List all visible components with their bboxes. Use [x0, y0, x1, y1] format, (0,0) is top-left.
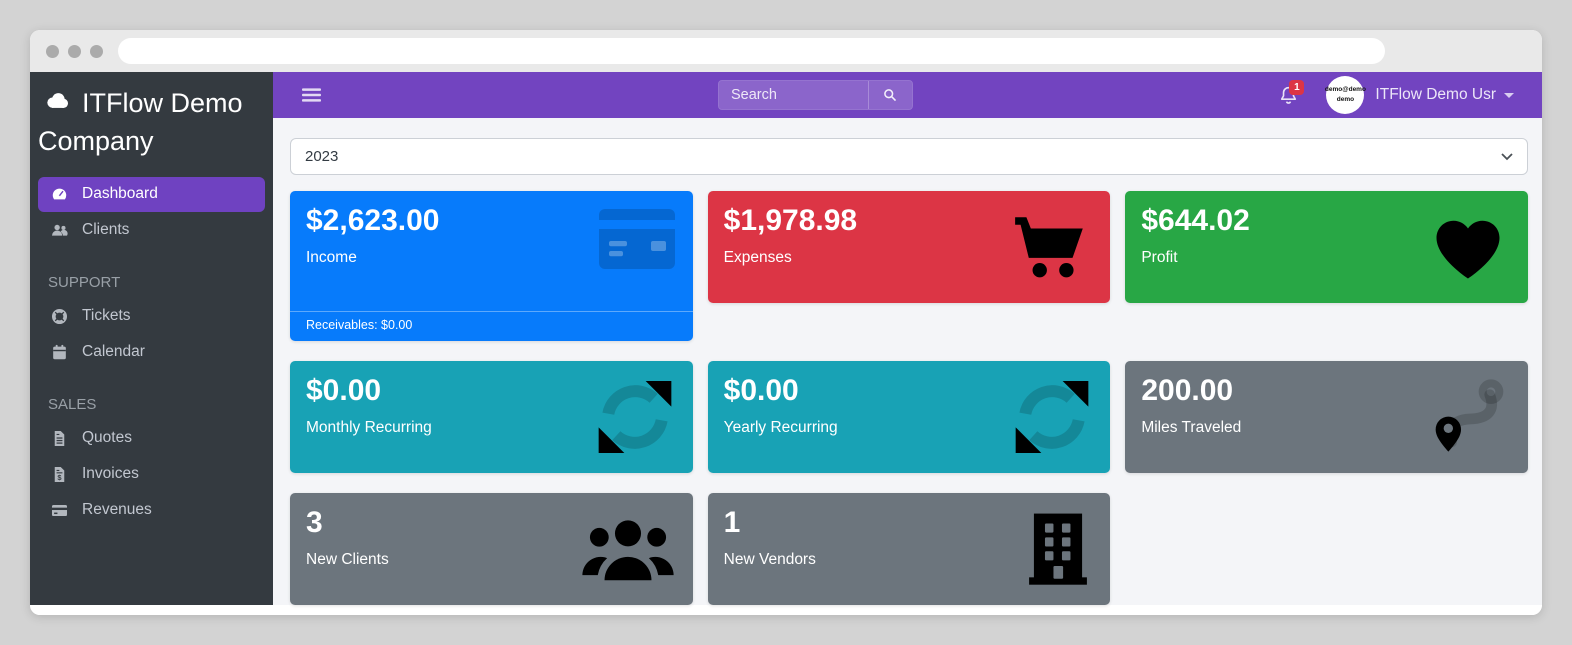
stat-cards-grid: $2,623.00 Income Receivables: $0.00 $1,9…	[290, 191, 1528, 605]
sidebar-item-label: Calendar	[82, 343, 145, 361]
year-select[interactable]: 2023	[290, 138, 1528, 175]
card-value: 1	[723, 506, 741, 539]
window-control-dot[interactable]	[90, 44, 103, 58]
calendar-icon	[48, 343, 70, 362]
heart-icon	[1426, 205, 1510, 289]
window-control-dot[interactable]	[46, 44, 59, 58]
card-label: Miles Traveled	[1141, 418, 1242, 436]
sidebar-section-sales: SALES	[48, 395, 97, 413]
shopping-cart-icon	[1010, 206, 1092, 288]
page-footer	[30, 605, 1542, 615]
brand-link[interactable]: ITFlow Demo Company	[30, 72, 273, 169]
sidebar-item-label: Tickets	[82, 307, 131, 325]
building-icon	[1024, 509, 1092, 589]
card-value: $2,623.00	[306, 204, 440, 237]
users-group-icon	[581, 513, 675, 586]
search-form	[718, 80, 913, 110]
user-menu[interactable]: demo@demo demo ITFlow Demo Usr	[1324, 76, 1514, 114]
expenses-card: $1,978.98 Expenses	[707, 191, 1111, 303]
sidebar-item-calendar[interactable]: Calendar	[38, 335, 265, 370]
profit-card: $644.02 Profit	[1125, 191, 1528, 303]
card-value: 3	[306, 506, 323, 539]
card-label: New Clients	[306, 550, 389, 568]
life-ring-icon	[48, 307, 70, 326]
window-controls	[30, 44, 103, 58]
card-label: Profit	[1141, 248, 1178, 266]
sidebar-item-invoices[interactable]: $ Invoices	[38, 457, 265, 492]
chevron-down-icon	[1501, 152, 1513, 160]
notification-badge: 1	[1289, 79, 1305, 95]
card-label: Expenses	[723, 248, 792, 266]
miles-traveled-card: 200.00 Miles Traveled	[1125, 361, 1528, 473]
card-label: Monthly Recurring	[306, 418, 432, 436]
search-icon	[884, 88, 897, 101]
sidebar-item-label: Quotes	[82, 429, 132, 447]
card-label: Income	[306, 248, 357, 266]
address-bar[interactable]	[118, 38, 1385, 64]
card-value: $644.02	[1141, 204, 1250, 237]
window-control-dot[interactable]	[68, 44, 81, 58]
credit-card-icon	[48, 501, 70, 520]
monthly-recurring-card: $0.00 Monthly Recurring	[290, 361, 693, 473]
sync-icon	[1012, 377, 1092, 457]
sidebar-item-dashboard[interactable]: Dashboard	[38, 176, 265, 212]
top-navbar: 1 demo@demo demo ITFlow Demo Usr	[273, 72, 1542, 118]
browser-chrome	[30, 30, 1542, 72]
user-name: ITFlow Demo Usr	[1375, 86, 1496, 103]
avatar-text: demo	[1336, 96, 1355, 103]
card-value: $0.00	[306, 374, 382, 407]
card-label: Yearly Recurring	[723, 418, 838, 436]
sidebar-item-label: Dashboard	[82, 185, 158, 203]
users-icon	[48, 221, 70, 240]
hamburger-menu-button[interactable]	[302, 88, 321, 102]
browser-window: ITFlow Demo Company Dashboard Clients SU…	[30, 30, 1542, 615]
sidebar-nav: Dashboard Clients SUPPORT Tickets	[30, 169, 273, 528]
yearly-recurring-card: $0.00 Yearly Recurring	[707, 361, 1111, 473]
file-invoice-icon	[48, 429, 70, 448]
card-footer: Receivables: $0.00	[290, 311, 693, 341]
dashboard-content: 2023 $2,623.00 Income Receivables: $0.00…	[273, 118, 1542, 605]
credit-card-icon	[598, 209, 675, 269]
cloud-icon	[47, 93, 69, 109]
tachometer-icon	[48, 185, 70, 204]
sidebar-section-support: SUPPORT	[48, 273, 121, 291]
sync-icon	[595, 377, 675, 457]
notifications-button[interactable]: 1	[1278, 79, 1305, 106]
new-vendors-card: 1 New Vendors	[707, 493, 1111, 605]
route-icon	[1430, 377, 1510, 457]
hamburger-icon	[302, 88, 321, 102]
card-value: $1,978.98	[723, 204, 858, 237]
search-button[interactable]	[868, 81, 912, 109]
sidebar: ITFlow Demo Company Dashboard Clients SU…	[30, 72, 273, 605]
sidebar-item-quotes[interactable]: Quotes	[38, 421, 265, 456]
income-card: $2,623.00 Income Receivables: $0.00	[290, 191, 693, 341]
card-value: 200.00	[1141, 374, 1234, 407]
search-input[interactable]	[719, 81, 868, 109]
avatar-text: demo@demo	[1324, 86, 1366, 94]
brand-label: ITFlow Demo Company	[38, 88, 243, 157]
sidebar-item-label: Clients	[82, 221, 130, 239]
svg-text:$: $	[57, 473, 62, 482]
card-value: $0.00	[723, 374, 799, 407]
sidebar-item-label: Invoices	[82, 465, 139, 483]
card-label: New Vendors	[723, 550, 816, 568]
sidebar-item-clients[interactable]: Clients	[38, 213, 265, 248]
sidebar-item-label: Revenues	[82, 501, 152, 519]
caret-down-icon	[1504, 92, 1514, 98]
new-clients-card: 3 New Clients	[290, 493, 693, 605]
sidebar-item-tickets[interactable]: Tickets	[38, 299, 265, 334]
sidebar-item-revenues[interactable]: Revenues	[38, 493, 265, 528]
year-select-value: 2023	[305, 148, 339, 165]
avatar: demo@demo demo	[1324, 76, 1366, 114]
file-invoice-dollar-icon: $	[48, 465, 70, 484]
